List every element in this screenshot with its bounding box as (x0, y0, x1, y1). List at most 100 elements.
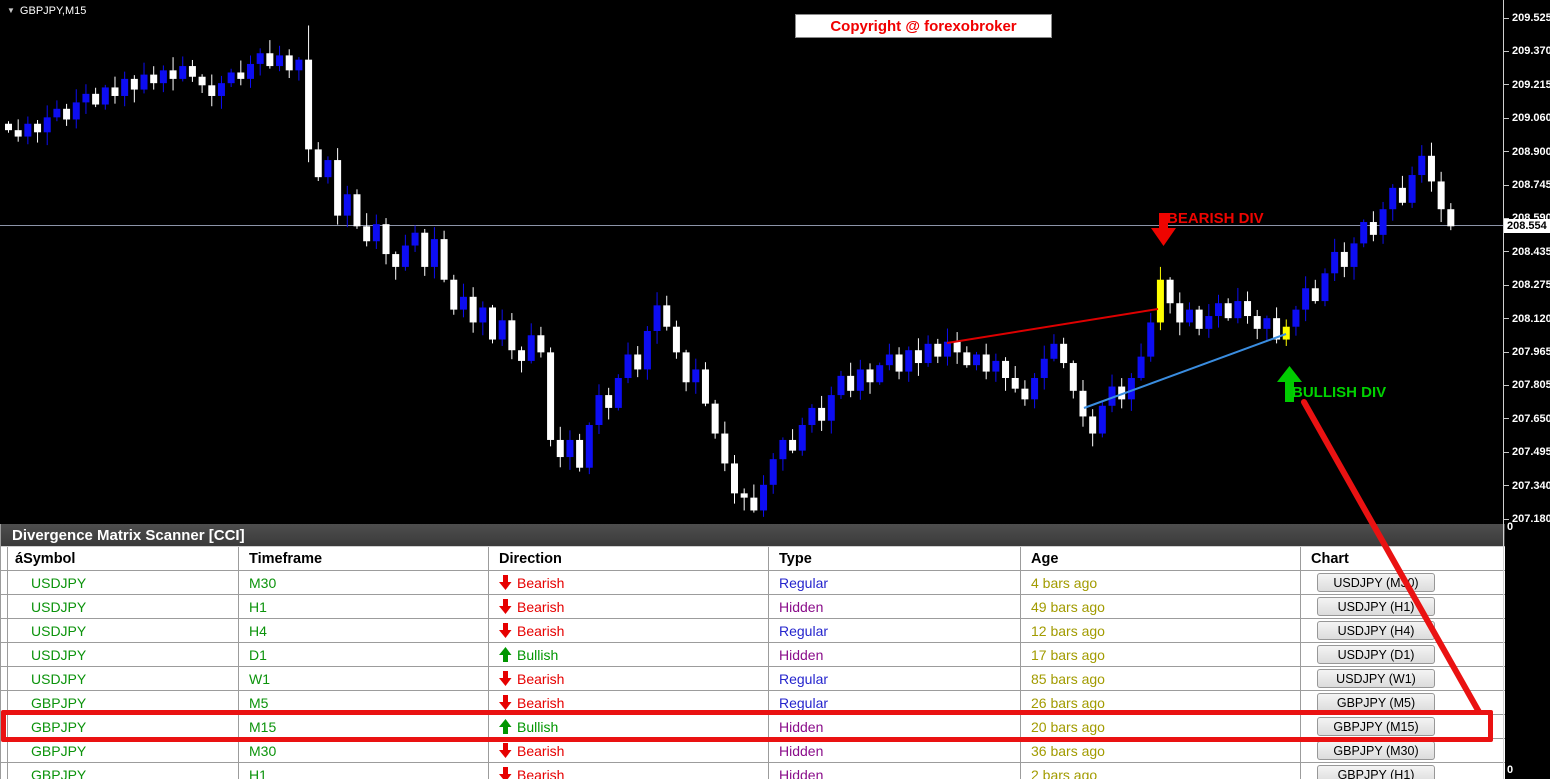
cell-age-text: 17 bars ago (1031, 646, 1105, 663)
chart-button[interactable]: GBPJPY (M15) (1317, 717, 1435, 736)
cell-direction-text: Bearish (517, 766, 565, 779)
column-header-type[interactable]: Type (769, 547, 1021, 571)
cell-symbol: GBPJPY (1, 715, 239, 739)
cell-type: Regular (769, 691, 1021, 715)
cell-type: Hidden (769, 715, 1021, 739)
bullish-arrow-icon (1277, 366, 1302, 402)
scanner-row: USDJPY M30 Bearish Regular 4 bars ago USDJPY … (1, 571, 1505, 595)
indicator-zero-top: 0 (1507, 521, 1514, 533)
price-axis-label: 208.120 (1504, 313, 1550, 325)
cell-age-text: 20 bars ago (1031, 718, 1105, 735)
column-header-timeframe[interactable]: Timeframe (239, 547, 489, 571)
axis-separator-line (1503, 0, 1504, 779)
cell-type: Regular (769, 619, 1021, 643)
scanner-rows: USDJPY M30 Bearish Regular 4 bars ago USDJPY … (1, 571, 1505, 779)
price-axis-label: 207.180 (1504, 513, 1550, 525)
cell-type-text: Hidden (779, 646, 824, 663)
price-axis[interactable]: 209.525 209.370 209.215 209.060 208.900 208.7… (1504, 0, 1550, 525)
column-header-age[interactable]: Age (1021, 547, 1301, 571)
cell-age: 2 bars ago (1021, 763, 1301, 779)
chart-symbol-label[interactable]: ▼ GBPJPY,M15 (7, 5, 86, 17)
scanner-row: GBPJPY H1 Bearish Hidden 2 bars ago GBPJPY (H… (1, 763, 1505, 779)
cell-type: Regular (769, 667, 1021, 691)
scanner-row: USDJPY W1 Bearish Regular 85 bars ago USDJPY … (1, 667, 1505, 691)
price-axis-label: 207.340 (1504, 480, 1550, 492)
cell-symbol-text: GBPJPY (31, 766, 87, 779)
price-axis-label: 207.965 (1504, 346, 1550, 358)
cell-symbol: GBPJPY (1, 763, 239, 779)
cell-chart: GBPJPY (H1) (1301, 763, 1505, 779)
cell-timeframe-text: M15 (249, 718, 277, 735)
price-axis-label: 208.900 (1504, 146, 1550, 158)
cell-age: 20 bars ago (1021, 715, 1301, 739)
cell-type-text: Hidden (779, 598, 824, 615)
cell-direction: Bearish (489, 595, 769, 619)
cell-chart: USDJPY (H4) (1301, 619, 1505, 643)
cell-type-text: Hidden (779, 766, 824, 779)
down-arrow-icon (499, 743, 512, 758)
chart-button[interactable]: USDJPY (W1) (1317, 669, 1435, 688)
price-axis-label: 208.435 (1504, 246, 1550, 258)
cell-chart: GBPJPY (M15) (1301, 715, 1505, 739)
cell-type-text: Regular (779, 622, 829, 639)
scanner-row: USDJPY H1 Bearish Hidden 49 bars ago USDJPY (… (1, 595, 1505, 619)
cell-type: Hidden (769, 595, 1021, 619)
column-header-direction[interactable]: Direction (489, 547, 769, 571)
price-axis-label: 209.215 (1504, 79, 1550, 91)
cell-timeframe-text: H1 (249, 766, 267, 779)
down-arrow-icon (499, 695, 512, 710)
chart-button[interactable]: USDJPY (H4) (1317, 621, 1435, 640)
cell-direction-text: Bearish (517, 598, 565, 615)
down-arrow-icon (499, 623, 512, 638)
price-axis-label: 207.495 (1504, 446, 1550, 458)
chart-button[interactable]: GBPJPY (H1) (1317, 765, 1435, 779)
cell-direction-text: Bearish (517, 622, 565, 639)
cell-direction-text: Bullish (517, 718, 559, 735)
cell-type: Hidden (769, 739, 1021, 763)
column-header-chart[interactable]: Chart (1301, 547, 1505, 571)
cell-direction: Bearish (489, 739, 769, 763)
scanner-row-highlighted: GBPJPY M15 Bullish Hidden 20 bars ago GBPJPY … (1, 715, 1505, 739)
cell-type: Hidden (769, 643, 1021, 667)
cell-direction: Bearish (489, 691, 769, 715)
cell-symbol-text: GBPJPY (31, 742, 87, 759)
chevron-down-icon: ▼ (7, 6, 15, 15)
cell-type: Regular (769, 571, 1021, 595)
cell-direction-text: Bearish (517, 670, 565, 687)
copyright-label: Copyright @ forexobroker (795, 14, 1052, 38)
cell-timeframe: M30 (239, 739, 489, 763)
cell-age: 36 bars ago (1021, 739, 1301, 763)
cell-symbol: USDJPY (1, 619, 239, 643)
cell-age-text: 49 bars ago (1031, 598, 1105, 615)
chart-button[interactable]: USDJPY (M30) (1317, 573, 1435, 592)
cell-age: 4 bars ago (1021, 571, 1301, 595)
price-axis-label: 208.275 (1504, 279, 1550, 291)
cell-direction: Bullish (489, 715, 769, 739)
cell-symbol-text: USDJPY (31, 622, 87, 639)
cell-timeframe: H1 (239, 763, 489, 779)
scanner-row: USDJPY H4 Bearish Regular 12 bars ago USDJPY … (1, 619, 1505, 643)
cell-direction: Bullish (489, 643, 769, 667)
scanner-row: GBPJPY M5 Bearish Regular 26 bars ago GBPJPY … (1, 691, 1505, 715)
candlestick-chart[interactable] (0, 0, 1503, 524)
chart-button[interactable]: GBPJPY (M30) (1317, 741, 1435, 760)
symbol-period-text: GBPJPY,M15 (19, 5, 87, 17)
cell-timeframe-text: H1 (249, 598, 267, 615)
cell-age-text: 4 bars ago (1031, 574, 1098, 591)
price-axis-label: 209.060 (1504, 112, 1550, 124)
scanner-header-row: áSymbol Timeframe Direction Type Age Cha… (1, 547, 1505, 571)
column-header-symbol[interactable]: áSymbol (1, 547, 239, 571)
chart-button[interactable]: GBPJPY (M5) (1317, 693, 1435, 712)
price-axis-label: 209.370 (1504, 45, 1550, 57)
chart-button[interactable]: USDJPY (H1) (1317, 597, 1435, 616)
cell-symbol: GBPJPY (1, 739, 239, 763)
cell-direction: Bearish (489, 763, 769, 779)
price-chart[interactable]: ▼ GBPJPY,M15 Copyright @ forexobroker BE… (0, 0, 1503, 524)
cell-timeframe: M30 (239, 571, 489, 595)
cell-direction-text: Bearish (517, 742, 565, 759)
cell-symbol-text: USDJPY (31, 598, 87, 615)
cell-type-text: Hidden (779, 742, 824, 759)
cell-chart: GBPJPY (M5) (1301, 691, 1505, 715)
cell-symbol-text: GBPJPY (31, 694, 87, 711)
chart-button[interactable]: USDJPY (D1) (1317, 645, 1435, 664)
